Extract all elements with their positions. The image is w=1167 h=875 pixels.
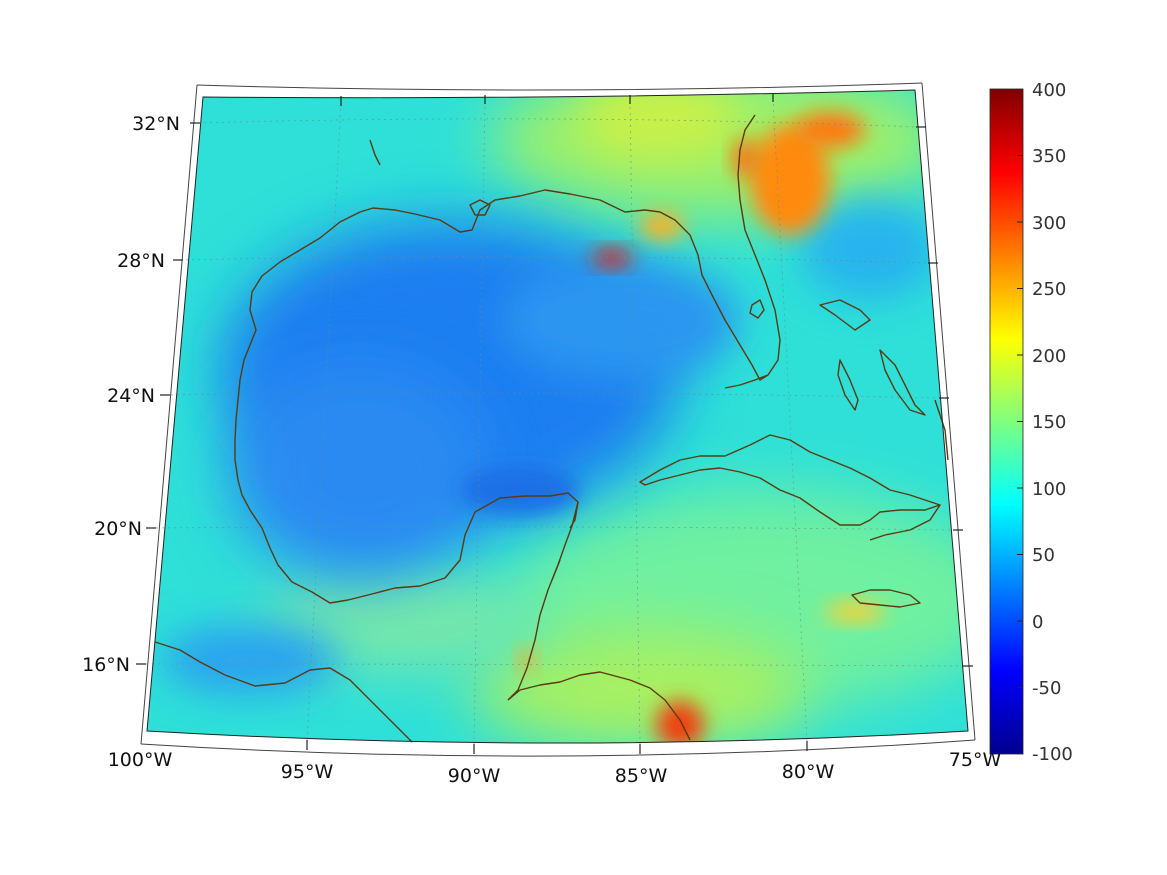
field-gulf-west [230,360,490,580]
colorbar-label-300: 300 [1032,213,1066,234]
coastline-mobile-bay [469,199,491,216]
graticule [139,97,966,746]
graticule-20N [149,526,956,531]
graticule-16N [139,663,966,667]
frame-ticks [136,93,973,754]
colorbar-label-200: 200 [1032,346,1066,367]
lon-label-80W: 80°W [782,761,835,783]
colorbar-label-minus50: -50 [1032,678,1061,699]
colorbar: 400 350 300 250 200 150 100 50 0 -50 -10… [989,80,1073,765]
hotspot-honduras [656,701,704,743]
coastline-lake-okeechobee [749,299,765,319]
data-field [147,90,968,743]
field-gulf-east [500,260,740,380]
colorbar-label-100: 100 [1032,479,1066,500]
colorbar-label-400: 400 [1032,80,1066,101]
coastlines [154,114,949,743]
lon-label-90W: 90°W [448,765,501,787]
coastline-louisiana [372,114,781,381]
graticule-24N [164,392,941,399]
coastline-bahamas [819,299,949,461]
graticule-32N [197,118,919,128]
lon-label-75W: 75°W [949,749,1002,771]
map-frame [136,82,976,757]
colorbar-label-50: 50 [1032,545,1055,566]
coastline-jamaica [851,589,921,608]
field-ne-yellow [580,90,740,160]
lat-label-24N: 24°N [107,385,155,407]
coastline-hispaniola [869,504,941,541]
colorbar-label-150: 150 [1032,412,1066,433]
lon-labels: 100°W 95°W 90°W 85°W 80°W 75°W [108,749,1002,787]
colorbar-label-minus100: -100 [1032,744,1073,765]
field-atlantic-blue [800,200,940,300]
lon-label-100W: 100°W [108,749,173,771]
lon-label-95W: 95°W [281,761,334,783]
hotspot-jamaica [825,602,885,622]
colorbar-label-250: 250 [1032,279,1066,300]
coastline-cuba [639,434,941,526]
coastline-yucatan [551,501,579,581]
colorbar-label-0: 0 [1032,612,1043,633]
coastline-central-america [507,671,691,741]
lat-label-16N: 16°N [82,654,130,676]
coastline-florida-keys [724,374,769,389]
hotspot-jacksonville [733,138,757,178]
lat-labels: 32°N 28°N 24°N 20°N 16°N [82,113,180,676]
field-caribbean-south [470,630,810,743]
lat-label-20N: 20°N [94,518,142,540]
hotspot-georgia [750,125,830,235]
coastline-pacific-mexico [154,641,413,743]
graticule-28N [179,256,931,264]
lat-label-32N: 32°N [132,113,180,135]
field-gulf-deep [460,465,580,515]
hotspot-bigbend [640,212,684,240]
lat-label-28N: 28°N [117,250,165,272]
colorbar-ticks [1017,155,1023,688]
coastline-us-mexico-gulf [234,207,579,701]
coastline-inland-lake [369,139,381,166]
colorbar-label-350: 350 [1032,146,1066,167]
graticule-95W [306,102,342,741]
hotspot-panhandle [592,249,632,267]
lon-label-85W: 85°W [615,765,668,787]
hotspot-ne [795,112,865,148]
